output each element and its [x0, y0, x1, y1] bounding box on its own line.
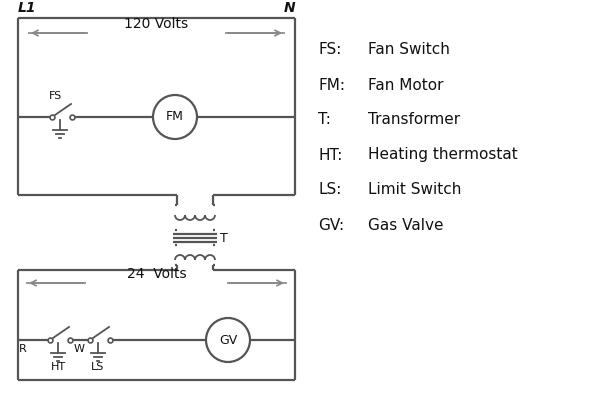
Text: Transformer: Transformer [368, 112, 460, 128]
Text: T:: T: [318, 112, 331, 128]
Text: N: N [283, 1, 295, 15]
Text: W: W [74, 344, 85, 354]
Text: LS: LS [91, 362, 104, 372]
Text: L1: L1 [18, 1, 37, 15]
Text: GV: GV [219, 334, 237, 346]
Text: GV:: GV: [318, 218, 344, 232]
Text: Heating thermostat: Heating thermostat [368, 148, 518, 162]
Text: FM:: FM: [318, 78, 345, 92]
Text: HT: HT [50, 362, 65, 372]
Text: HT:: HT: [318, 148, 342, 162]
Text: FM: FM [166, 110, 184, 124]
Text: 24  Volts: 24 Volts [127, 267, 186, 281]
Text: LS:: LS: [318, 182, 342, 198]
Text: Fan Switch: Fan Switch [368, 42, 450, 58]
Text: Limit Switch: Limit Switch [368, 182, 461, 198]
Text: 120 Volts: 120 Volts [124, 17, 189, 31]
Text: R: R [19, 344, 27, 354]
Text: FS: FS [48, 91, 61, 101]
Text: FS:: FS: [318, 42, 342, 58]
Text: Gas Valve: Gas Valve [368, 218, 444, 232]
Text: Fan Motor: Fan Motor [368, 78, 444, 92]
Text: T: T [220, 232, 228, 244]
